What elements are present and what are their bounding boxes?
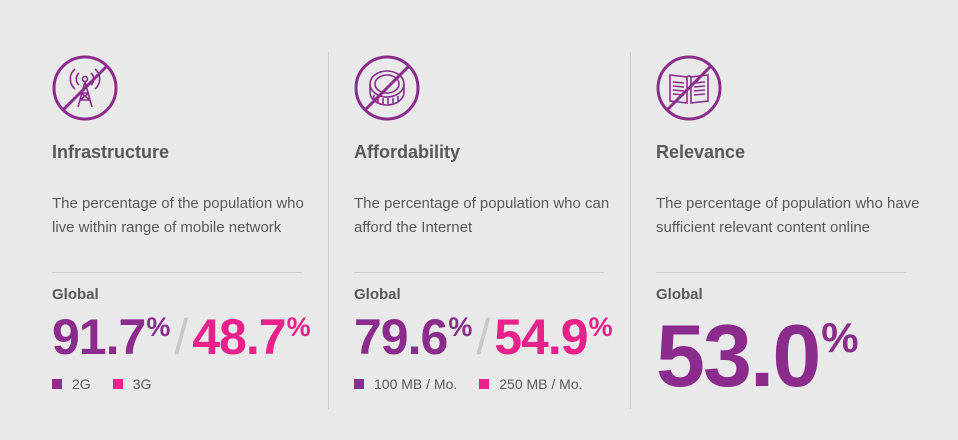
column-title: Affordability: [354, 142, 460, 162]
stat-separator: /: [476, 309, 491, 365]
stat-relevance: 53.0%: [656, 312, 859, 400]
no-signal-tower-icon: [52, 55, 118, 121]
column-description: The percentage of population who have su…: [656, 195, 920, 236]
divider: [656, 272, 906, 273]
legend-item-2g: 2G: [52, 376, 91, 392]
legend-swatch: [479, 379, 490, 389]
stat-values: 79.6%/54.9%: [354, 312, 613, 362]
stat-3g-value: 48.7: [192, 309, 286, 365]
legend-label: 100 MB / Mo.: [374, 376, 458, 392]
column-title: Relevance: [656, 142, 746, 162]
stat-2g-value: 91.7: [52, 309, 146, 365]
legend: 2G 3G: [52, 376, 173, 392]
column-divider: [328, 52, 329, 409]
legend-item-3g: 3G: [112, 376, 152, 392]
divider: [354, 272, 604, 273]
stat-relevance-unit: %: [821, 314, 859, 361]
relevance-column: Relevance The percentage of population w…: [656, 0, 920, 440]
infrastructure-column: Infrastructure The percentage of the pop…: [52, 0, 314, 440]
legend-item-100mb: 100 MB / Mo.: [354, 376, 457, 392]
stat-separator: /: [174, 309, 189, 365]
column-divider: [630, 52, 631, 409]
legend-swatch: [112, 379, 123, 389]
legend-swatch: [52, 379, 62, 389]
stat-250mb-value: 54.9: [494, 309, 588, 365]
legend-item-250mb: 250 MB / Mo.: [479, 376, 583, 392]
legend-label: 250 MB / Mo.: [499, 376, 583, 392]
column-title: Infrastructure: [52, 142, 170, 162]
stat-100mb-value: 79.6: [354, 309, 448, 365]
legend: 100 MB / Mo. 250 MB / Mo.: [354, 376, 605, 392]
no-book-icon: [656, 55, 722, 121]
stat-100mb-unit: %: [448, 312, 473, 342]
no-coin-icon: [354, 55, 420, 121]
divider: [52, 272, 302, 273]
stat-values: 91.7%/48.7%: [52, 312, 311, 362]
global-label: Global: [656, 286, 703, 303]
global-label: Global: [52, 286, 99, 303]
stat-2g-unit: %: [146, 312, 171, 342]
affordability-column: Affordability The percentage of populati…: [354, 0, 616, 440]
column-description: The percentage of population who can aff…: [354, 195, 610, 236]
global-label: Global: [354, 286, 401, 303]
column-description: The percentage of the population who liv…: [52, 195, 304, 236]
stat-3g-unit: %: [286, 312, 311, 342]
legend-label: 3G: [132, 376, 152, 392]
legend-label: 2G: [72, 376, 91, 392]
stat-relevance-value: 53.0: [656, 306, 821, 405]
stat-250mb-unit: %: [588, 312, 613, 342]
legend-swatch: [354, 379, 364, 389]
